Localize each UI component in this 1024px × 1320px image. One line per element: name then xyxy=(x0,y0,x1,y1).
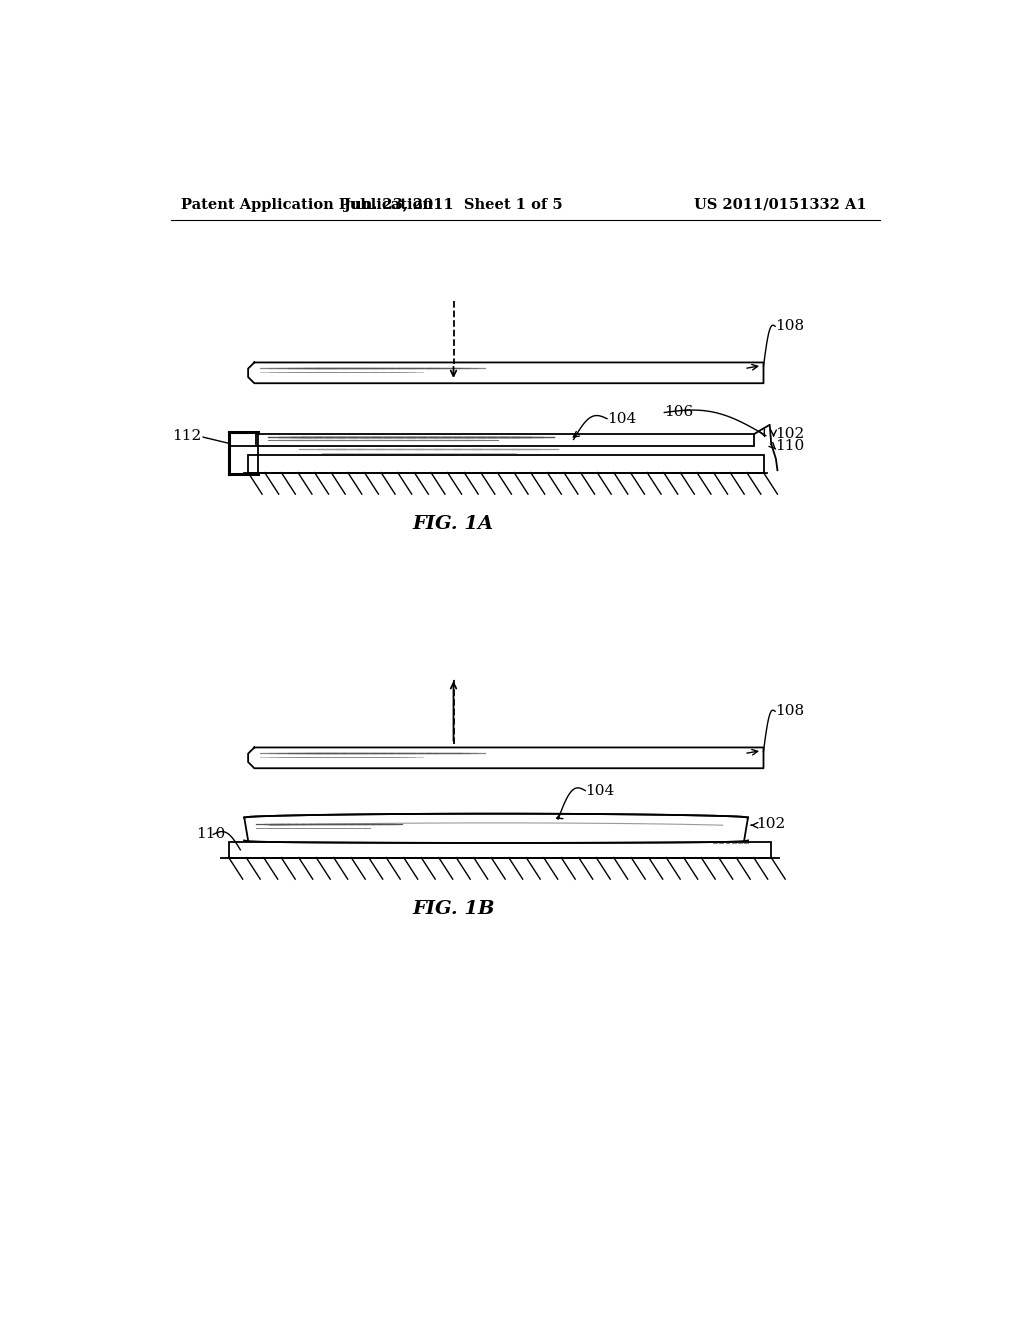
Polygon shape xyxy=(248,747,764,768)
Text: 106: 106 xyxy=(665,405,693,420)
Bar xyxy=(256,434,755,446)
Bar xyxy=(248,455,764,473)
Bar xyxy=(228,842,771,858)
Text: 104: 104 xyxy=(607,412,636,425)
Text: 110: 110 xyxy=(775,438,805,453)
Text: FIG. 1A: FIG. 1A xyxy=(413,515,494,533)
Polygon shape xyxy=(245,813,748,843)
Text: 112: 112 xyxy=(172,429,202,442)
Polygon shape xyxy=(248,363,764,383)
Text: 108: 108 xyxy=(775,705,804,718)
Text: Jun. 23, 2011  Sheet 1 of 5: Jun. 23, 2011 Sheet 1 of 5 xyxy=(344,198,563,211)
Text: Patent Application Publication: Patent Application Publication xyxy=(180,198,433,211)
Text: 108: 108 xyxy=(775,319,804,333)
Text: US 2011/0151332 A1: US 2011/0151332 A1 xyxy=(693,198,866,211)
Text: 102: 102 xyxy=(756,817,785,830)
Text: 102: 102 xyxy=(775,428,805,441)
Text: FIG. 1B: FIG. 1B xyxy=(413,900,495,919)
Text: 104: 104 xyxy=(586,784,614,797)
Text: 110: 110 xyxy=(197,828,225,841)
